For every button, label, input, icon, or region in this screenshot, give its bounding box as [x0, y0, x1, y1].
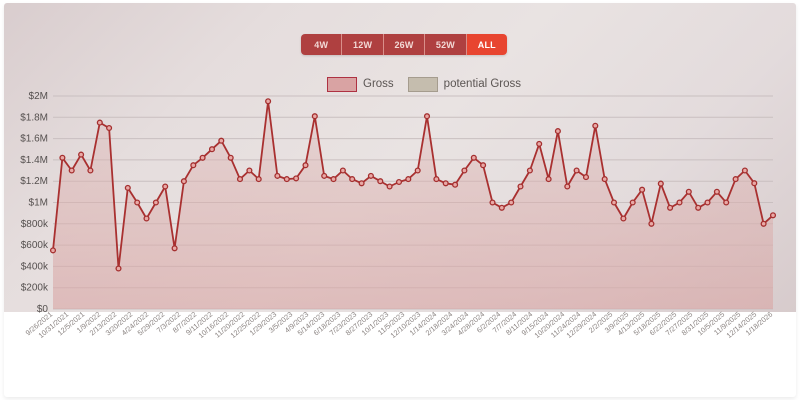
svg-text:$800k: $800k: [21, 219, 49, 230]
svg-text:$200k: $200k: [21, 283, 49, 294]
svg-text:$2M: $2M: [29, 91, 48, 102]
svg-text:$1.6M: $1.6M: [20, 134, 48, 145]
svg-text:$1.8M: $1.8M: [20, 112, 48, 123]
svg-text:$1.2M: $1.2M: [20, 176, 48, 187]
svg-text:$400k: $400k: [21, 261, 49, 272]
svg-text:$1.4M: $1.4M: [20, 155, 48, 166]
svg-text:$600k: $600k: [21, 240, 49, 251]
svg-text:$1M: $1M: [29, 198, 48, 209]
